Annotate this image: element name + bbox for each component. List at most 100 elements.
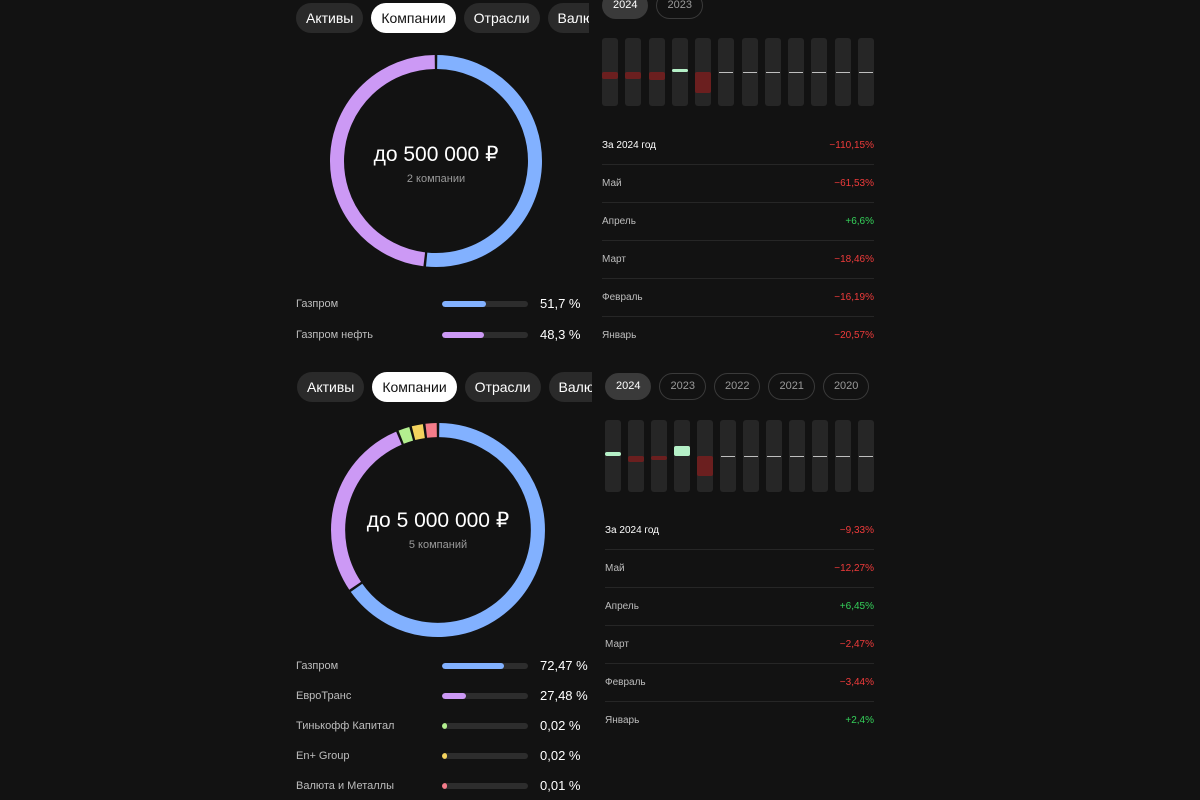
legend-share-value: 48,3 % — [540, 327, 581, 342]
year-chip-2024[interactable]: 2024 — [605, 373, 652, 400]
month-bar[interactable] — [741, 38, 758, 106]
companies-count: 5 компаний — [408, 539, 468, 551]
month-bar[interactable] — [671, 38, 688, 106]
legend-share-bar — [442, 783, 528, 789]
month-bar[interactable] — [764, 38, 781, 106]
returns-value: +2,4% — [845, 715, 874, 726]
returns-row-january: Январь +2,4% — [605, 702, 874, 739]
tab-assets[interactable]: Активы — [297, 372, 365, 402]
month-bar-zero-line — [719, 72, 734, 73]
legend-share-bar — [442, 332, 528, 338]
year-selector: 2024 2023 2022 2021 2020 — [605, 373, 870, 400]
month-bar[interactable] — [628, 420, 644, 492]
month-bar[interactable] — [695, 38, 712, 106]
month-bar[interactable] — [605, 420, 621, 492]
monthly-returns-chart — [602, 38, 874, 106]
legend-share-bar — [442, 693, 528, 699]
donut-segment — [331, 431, 402, 590]
tab-currency[interactable]: Валюта и — [548, 372, 592, 402]
returns-row-may: Май −61,53% — [602, 165, 874, 203]
donut-segment — [411, 424, 425, 441]
tab-assets[interactable]: Активы — [296, 3, 364, 33]
portfolio-size-title: до 5 000 000 ₽ — [366, 509, 510, 532]
returns-label: За 2024 год — [605, 525, 660, 536]
legend-share-value: 0,02 % — [540, 748, 581, 763]
returns-label: Март — [602, 254, 626, 265]
legend-share-bar — [442, 301, 528, 307]
legend-company-name: ЕвроТранс — [296, 690, 352, 702]
year-chip-2023[interactable]: 2023 — [656, 0, 703, 19]
returns-value: −2,47% — [839, 639, 874, 650]
returns-row-january: Январь −20,57% — [602, 317, 874, 354]
month-bar[interactable] — [835, 420, 851, 492]
tab-companies[interactable]: Компании — [372, 372, 457, 402]
month-bar[interactable] — [766, 420, 782, 492]
donut-segment — [425, 423, 437, 438]
month-bar[interactable] — [651, 420, 667, 492]
year-chip-2024[interactable]: 2024 — [602, 0, 649, 19]
legend-share-fill — [442, 723, 447, 729]
returns-table: За 2024 год −9,33% Май −12,27% Апрель +6… — [605, 512, 874, 739]
returns-row-year: За 2024 год −9,33% — [605, 512, 874, 550]
returns-value: −3,44% — [839, 677, 874, 688]
year-chip-2023[interactable]: 2023 — [659, 373, 706, 400]
returns-value: +6,45% — [839, 601, 874, 612]
year-selector: 2024 2023 — [602, 0, 703, 19]
returns-row-february: Февраль −16,19% — [602, 279, 874, 317]
tab-currency[interactable]: Валюта и — [547, 3, 589, 33]
returns-label: Май — [605, 563, 625, 574]
donut-segment — [425, 55, 542, 267]
month-bar-zero-line — [835, 72, 850, 73]
month-bar[interactable] — [720, 420, 736, 492]
tab-industries[interactable]: Отрасли — [463, 3, 540, 33]
month-bar[interactable] — [812, 420, 828, 492]
month-bar[interactable] — [602, 38, 618, 106]
month-bar-zero-line — [767, 456, 781, 457]
month-bar[interactable] — [811, 38, 828, 106]
year-chip-2022[interactable]: 2022 — [713, 373, 761, 400]
year-chip-2021[interactable]: 2021 — [768, 373, 815, 400]
month-bar[interactable] — [697, 420, 713, 492]
returns-value: −20,57% — [834, 330, 874, 341]
donut-segment — [398, 426, 414, 444]
returns-table: За 2024 год −110,15% Май −61,53% Апрель … — [602, 127, 874, 354]
month-bar[interactable] — [858, 420, 874, 492]
month-bar[interactable] — [858, 38, 874, 106]
returns-row-year: За 2024 год −110,15% — [602, 127, 874, 165]
month-bar[interactable] — [674, 420, 690, 492]
legend-share-bar — [442, 663, 528, 669]
legend-share-value: 27,48 % — [540, 688, 588, 703]
year-chip-2020[interactable]: 2020 — [822, 373, 870, 400]
legend-company-name: Тинькофф Капитал — [296, 720, 395, 732]
month-bar[interactable] — [834, 38, 851, 106]
month-bar[interactable] — [625, 38, 642, 106]
allocation-donut-chart — [331, 423, 545, 637]
returns-label: За 2024 год — [602, 140, 657, 151]
tab-companies[interactable]: Компании — [371, 3, 456, 33]
returns-row-february: Февраль −3,44% — [605, 664, 874, 702]
month-bar[interactable] — [789, 420, 805, 492]
category-tabs: Активы Компании Отрасли Валюта и — [296, 3, 589, 33]
month-bar-value — [697, 456, 713, 476]
legend-share-value: 72,47 % — [540, 658, 588, 673]
month-bar-zero-line — [836, 456, 850, 457]
month-bar-zero-line — [789, 72, 804, 73]
month-bar[interactable] — [648, 38, 665, 106]
tab-industries[interactable]: Отрасли — [464, 372, 541, 402]
donut-center-label: до 500 000 ₽ 2 компании — [336, 142, 536, 185]
legend-share-fill — [442, 332, 484, 338]
legend-row: Валюта и Металлы 0,01 % — [296, 776, 586, 796]
month-bar-value — [651, 456, 667, 460]
returns-value: −9,33% — [839, 525, 874, 536]
month-bar[interactable] — [718, 38, 735, 106]
portfolio-size-title: до 500 000 ₽ — [373, 143, 499, 166]
returns-label: Апрель — [605, 601, 639, 612]
month-bar[interactable] — [743, 420, 759, 492]
donut-segment — [330, 55, 435, 267]
legend-share-fill — [442, 301, 487, 307]
returns-row-april: Апрель +6,45% — [605, 588, 874, 626]
month-bar-value — [695, 72, 712, 93]
month-bar[interactable] — [788, 38, 805, 106]
legend-share-value: 51,7 % — [540, 296, 581, 311]
legend-row: Газпром 51,7 % — [296, 294, 586, 314]
